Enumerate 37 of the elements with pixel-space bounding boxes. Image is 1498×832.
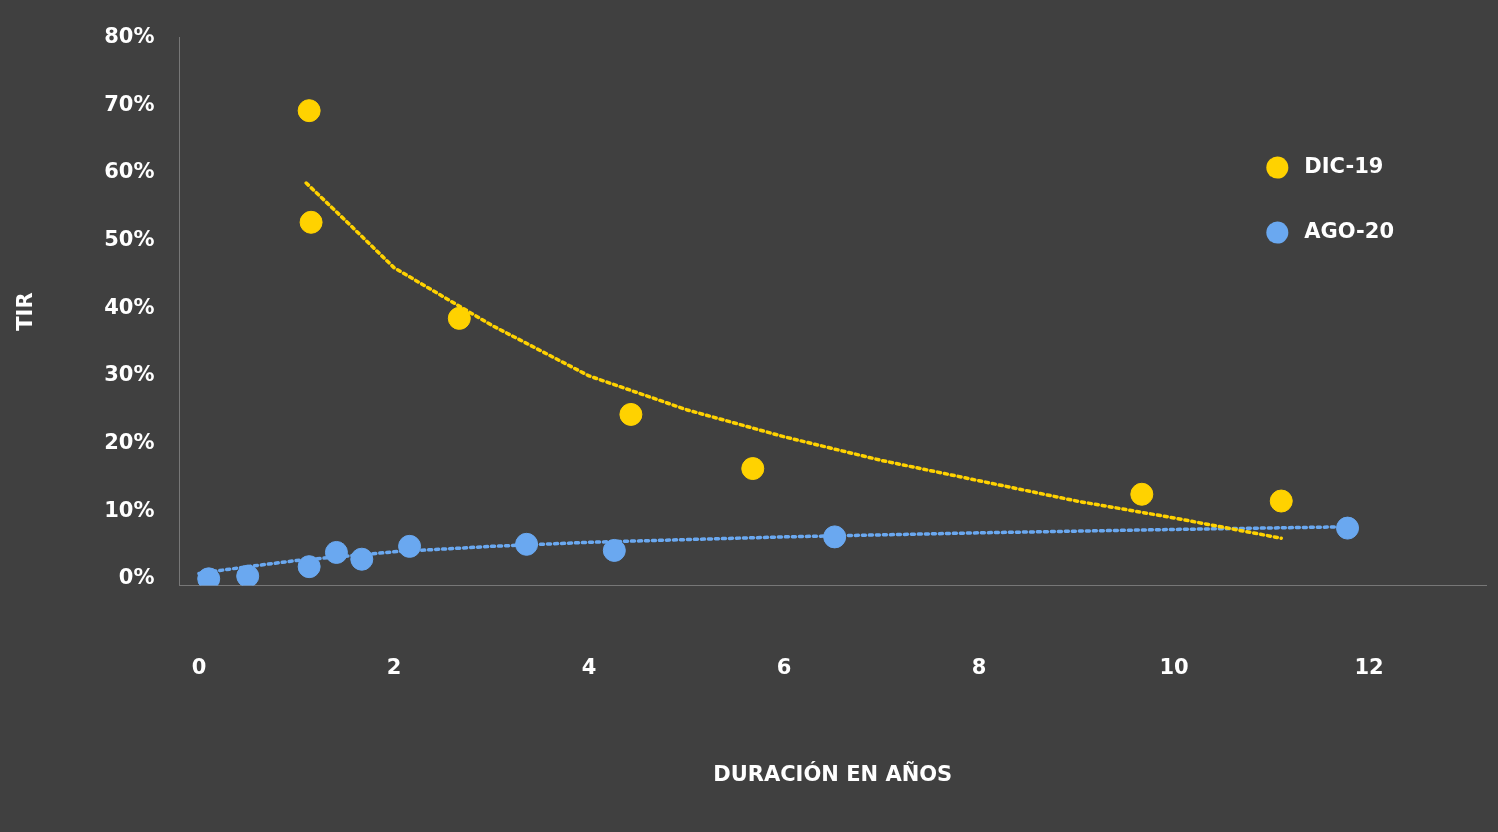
y-tick-label: 10% [104, 497, 155, 522]
point [447, 306, 471, 330]
x-tick-label: 12 [1354, 654, 1384, 679]
point [823, 525, 847, 549]
point [350, 547, 374, 571]
x-tick-label: 2 [386, 654, 402, 679]
x-tick-label: 8 [971, 654, 987, 679]
x-tick-label: 0 [191, 654, 207, 679]
point [236, 564, 260, 586]
point [619, 402, 643, 426]
y-tick-label: 0% [118, 565, 155, 590]
x-axis-title: DURACIÓN EN AÑOS [713, 760, 953, 786]
legend-label: DIC-19 [1304, 154, 1384, 179]
y-tick-label: 70% [104, 91, 155, 116]
point [515, 532, 539, 556]
x-tick-label: 6 [776, 654, 792, 679]
point [297, 99, 321, 123]
y-tick-label: 40% [104, 294, 155, 319]
x-tick-label: 10 [1159, 654, 1189, 679]
point [398, 534, 422, 558]
x-tick-label: 4 [581, 654, 597, 679]
point [297, 555, 321, 579]
y-tick-label: 30% [104, 362, 155, 387]
point [1336, 516, 1360, 540]
point [602, 538, 626, 562]
legend-label: AGO-20 [1304, 219, 1394, 244]
point [1269, 489, 1293, 513]
point [324, 540, 348, 564]
point [741, 457, 765, 481]
y-axis-title: TIR [13, 292, 38, 331]
y-tick-label: 50% [104, 227, 155, 252]
line-series [304, 181, 1283, 540]
point [299, 210, 323, 234]
y-tick-label: 60% [104, 159, 155, 184]
point [1130, 482, 1154, 506]
y-tick-label: 80% [104, 24, 155, 49]
y-tick-label: 20% [104, 429, 155, 454]
